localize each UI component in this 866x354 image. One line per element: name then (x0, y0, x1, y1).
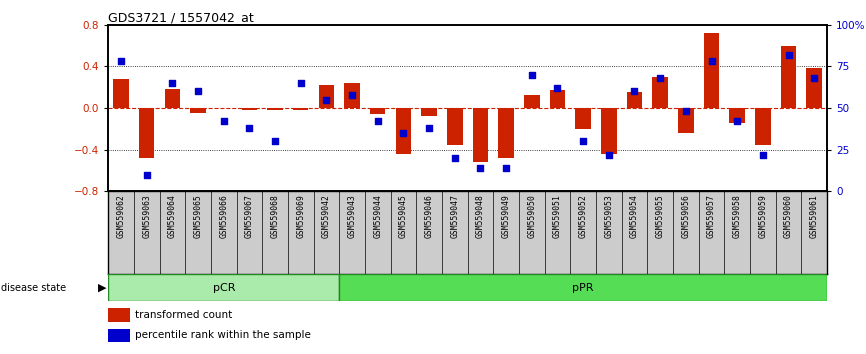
Bar (550, 90, 565, 108)
Bar (108, 329, 130, 342)
Point (371, 119, 385, 124)
Text: GSM559043: GSM559043 (347, 194, 357, 238)
Text: GDS3721 / 1557042_at: GDS3721 / 1557042_at (108, 11, 254, 24)
Point (730, 119, 744, 124)
Text: GSM559046: GSM559046 (424, 194, 434, 238)
Bar (575, 108, 591, 129)
Text: disease state: disease state (1, 282, 66, 293)
Bar (108, 308, 130, 321)
Point (782, 52, 796, 58)
Text: pCR: pCR (212, 282, 235, 293)
Text: GSM559067: GSM559067 (245, 194, 254, 238)
Point (807, 75, 821, 81)
Text: ▶: ▶ (98, 282, 107, 293)
Point (242, 125, 256, 131)
Bar (755, 108, 771, 145)
Bar (108, 274, 339, 301)
Bar (704, 33, 719, 108)
Text: GSM559047: GSM559047 (450, 194, 459, 238)
Text: GSM559056: GSM559056 (682, 194, 690, 238)
Bar (447, 108, 462, 145)
Bar (473, 108, 488, 162)
Point (602, 152, 616, 158)
Text: pPR: pPR (572, 282, 594, 293)
Point (448, 155, 462, 161)
Bar (139, 108, 154, 158)
Point (139, 172, 153, 177)
Text: GSM559066: GSM559066 (219, 194, 229, 238)
Text: GSM559064: GSM559064 (168, 194, 177, 238)
Bar (524, 96, 540, 108)
Point (320, 97, 333, 103)
Bar (729, 108, 745, 122)
Text: GSM559068: GSM559068 (270, 194, 280, 238)
Point (216, 119, 230, 124)
Bar (242, 108, 257, 110)
Point (114, 58, 128, 64)
Point (679, 108, 693, 114)
Point (346, 92, 359, 97)
Text: transformed count: transformed count (135, 310, 232, 320)
Bar (601, 108, 617, 154)
Bar (499, 108, 514, 158)
Point (499, 165, 513, 171)
Point (397, 130, 410, 136)
Text: GSM559053: GSM559053 (604, 194, 613, 238)
Bar (113, 79, 129, 108)
Text: GSM559051: GSM559051 (553, 194, 562, 238)
Point (705, 58, 719, 64)
Bar (781, 46, 796, 108)
Point (294, 80, 307, 86)
Point (474, 165, 488, 171)
Bar (339, 274, 827, 301)
Text: GSM559054: GSM559054 (630, 194, 639, 238)
Bar (319, 85, 334, 108)
Text: GSM559049: GSM559049 (501, 194, 511, 238)
Bar (806, 68, 822, 108)
Text: GSM559063: GSM559063 (142, 194, 152, 238)
Text: GSM559048: GSM559048 (476, 194, 485, 238)
Point (191, 88, 205, 94)
Point (165, 80, 179, 86)
Bar (422, 108, 436, 116)
Bar (370, 108, 385, 114)
Bar (652, 77, 668, 108)
Text: GSM559050: GSM559050 (527, 194, 536, 238)
Bar (191, 108, 206, 113)
Text: GSM559060: GSM559060 (784, 194, 793, 238)
Bar (396, 108, 411, 154)
Bar (627, 92, 643, 108)
Text: GSM559061: GSM559061 (810, 194, 818, 238)
Point (525, 72, 539, 78)
Text: GSM559069: GSM559069 (296, 194, 306, 238)
Point (653, 75, 667, 81)
Text: GSM559059: GSM559059 (759, 194, 767, 238)
Point (628, 88, 642, 94)
Bar (345, 83, 360, 108)
Text: GSM559057: GSM559057 (707, 194, 716, 238)
Text: GSM559044: GSM559044 (373, 194, 382, 238)
Point (576, 138, 590, 144)
Point (268, 138, 282, 144)
Text: percentile rank within the sample: percentile rank within the sample (135, 330, 311, 341)
Bar (293, 108, 308, 110)
Point (551, 85, 565, 91)
Text: GSM559042: GSM559042 (322, 194, 331, 238)
Bar (678, 108, 694, 133)
Text: GSM559055: GSM559055 (656, 194, 665, 238)
Point (423, 125, 436, 131)
Point (756, 152, 770, 158)
Text: GSM559052: GSM559052 (578, 194, 588, 238)
Text: GSM559062: GSM559062 (117, 194, 126, 238)
Bar (268, 108, 283, 110)
Text: GSM559045: GSM559045 (399, 194, 408, 238)
Bar (165, 89, 180, 108)
Text: GSM559058: GSM559058 (733, 194, 741, 238)
Text: GSM559065: GSM559065 (194, 194, 203, 238)
